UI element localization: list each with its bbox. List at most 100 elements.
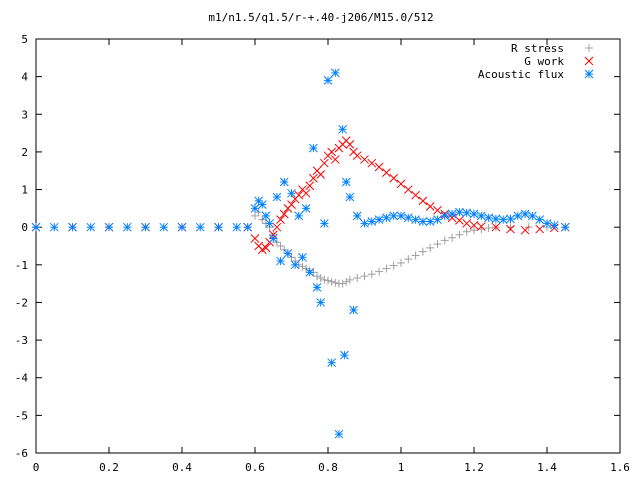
- legend-marker: [585, 44, 593, 52]
- data-point: [506, 224, 515, 234]
- data-point: [338, 124, 347, 134]
- data-point: [323, 76, 333, 85]
- data-point: [272, 222, 282, 232]
- data-point: [374, 215, 384, 225]
- data-point: [389, 211, 399, 221]
- data-point: [455, 230, 464, 239]
- data-point: [298, 262, 307, 271]
- data-point: [382, 213, 391, 223]
- data-point: [367, 158, 377, 168]
- data-point: [469, 220, 479, 230]
- data-point: [327, 277, 336, 286]
- data-point: [232, 222, 242, 232]
- data-point: [334, 429, 344, 439]
- data-point: [301, 204, 311, 213]
- data-point: [330, 68, 340, 78]
- x-tick-label: 1.4: [537, 461, 557, 474]
- data-point: [469, 209, 479, 219]
- data-point: [340, 350, 349, 360]
- data-point: [327, 358, 337, 368]
- data-point: [283, 249, 293, 258]
- data-point: [549, 220, 559, 230]
- data-point: [257, 200, 267, 209]
- data-point: [425, 217, 435, 226]
- data-point: [470, 226, 478, 235]
- data-point: [418, 196, 428, 206]
- data-point: [397, 258, 405, 267]
- data-point: [301, 188, 311, 198]
- data-point: [389, 173, 399, 183]
- data-point: [342, 277, 351, 286]
- data-point: [276, 242, 285, 250]
- data-point: [404, 255, 413, 264]
- chart-title: m1/n1.5/q1.5/r-+.40-j206/M15.0/512: [208, 11, 433, 24]
- axis-ticks: 0 0.2 0.4 0.6 0.8 1 1.2 1.4 1.6 5 4 3 2 1 0 -1 -2 -3 -4 -5 -…: [15, 33, 630, 474]
- data-point: [426, 243, 435, 252]
- data-point: [433, 240, 442, 249]
- data-point: [316, 170, 326, 179]
- y-tick-label: -6: [15, 447, 28, 460]
- data-point: [279, 177, 289, 187]
- data-point: [104, 222, 114, 232]
- data-point: [345, 140, 355, 149]
- data-point: [455, 207, 464, 217]
- data-point: [279, 209, 289, 219]
- y-tick-label: 3: [21, 108, 28, 121]
- data-point: [535, 224, 545, 234]
- data-point: [341, 177, 351, 187]
- data-point: [324, 276, 332, 285]
- data-point: [476, 211, 486, 221]
- data-point: [455, 216, 464, 225]
- x-tick-label: 0.8: [318, 461, 338, 474]
- data-point: [425, 202, 435, 211]
- data-point: [349, 305, 358, 315]
- data-point: [195, 222, 205, 232]
- data-point: [327, 147, 337, 157]
- y-tick-label: -3: [15, 334, 28, 347]
- data-point: [319, 219, 329, 228]
- y-tick-label: -5: [15, 409, 28, 422]
- data-point: [520, 209, 530, 219]
- data-point: [367, 270, 376, 279]
- data-point: [214, 222, 223, 232]
- y-tick-label: -4: [15, 372, 29, 385]
- y-tick-label: 2: [21, 146, 28, 159]
- data-point: [528, 211, 537, 221]
- x-tick-label: 1: [398, 461, 405, 474]
- legend-marker: [584, 56, 594, 66]
- data-point: [313, 272, 322, 281]
- data-point: [250, 234, 260, 243]
- data-point: [353, 273, 362, 282]
- data-point: [433, 215, 442, 225]
- y-tick-label: 1: [21, 184, 28, 197]
- data-point: [360, 155, 369, 164]
- legend-marker: [584, 69, 594, 79]
- data-point: [338, 279, 347, 288]
- data-point: [122, 222, 132, 232]
- data-point: [298, 252, 307, 262]
- data-point: [491, 222, 501, 232]
- data-point: [345, 275, 354, 284]
- data-point: [411, 251, 420, 260]
- data-point: [462, 208, 472, 218]
- y-tick-label: -2: [15, 296, 28, 309]
- data-point: [498, 215, 508, 225]
- data-point: [411, 190, 420, 200]
- data-point: [261, 211, 271, 221]
- data-point: [476, 222, 486, 231]
- data-point: [287, 200, 296, 209]
- data-point: [294, 190, 304, 200]
- x-tick-label: 0: [33, 461, 40, 474]
- data-point: [177, 222, 187, 232]
- data-point: [506, 214, 515, 224]
- data-point: [68, 222, 77, 232]
- data-point: [250, 204, 260, 213]
- data-point: [447, 209, 457, 219]
- data-point: [535, 215, 545, 225]
- data-point: [305, 181, 315, 191]
- data-point: [352, 211, 362, 221]
- data-point: [360, 272, 369, 281]
- data-point: [141, 222, 150, 232]
- data-point: [360, 219, 369, 228]
- data-point: [330, 155, 340, 164]
